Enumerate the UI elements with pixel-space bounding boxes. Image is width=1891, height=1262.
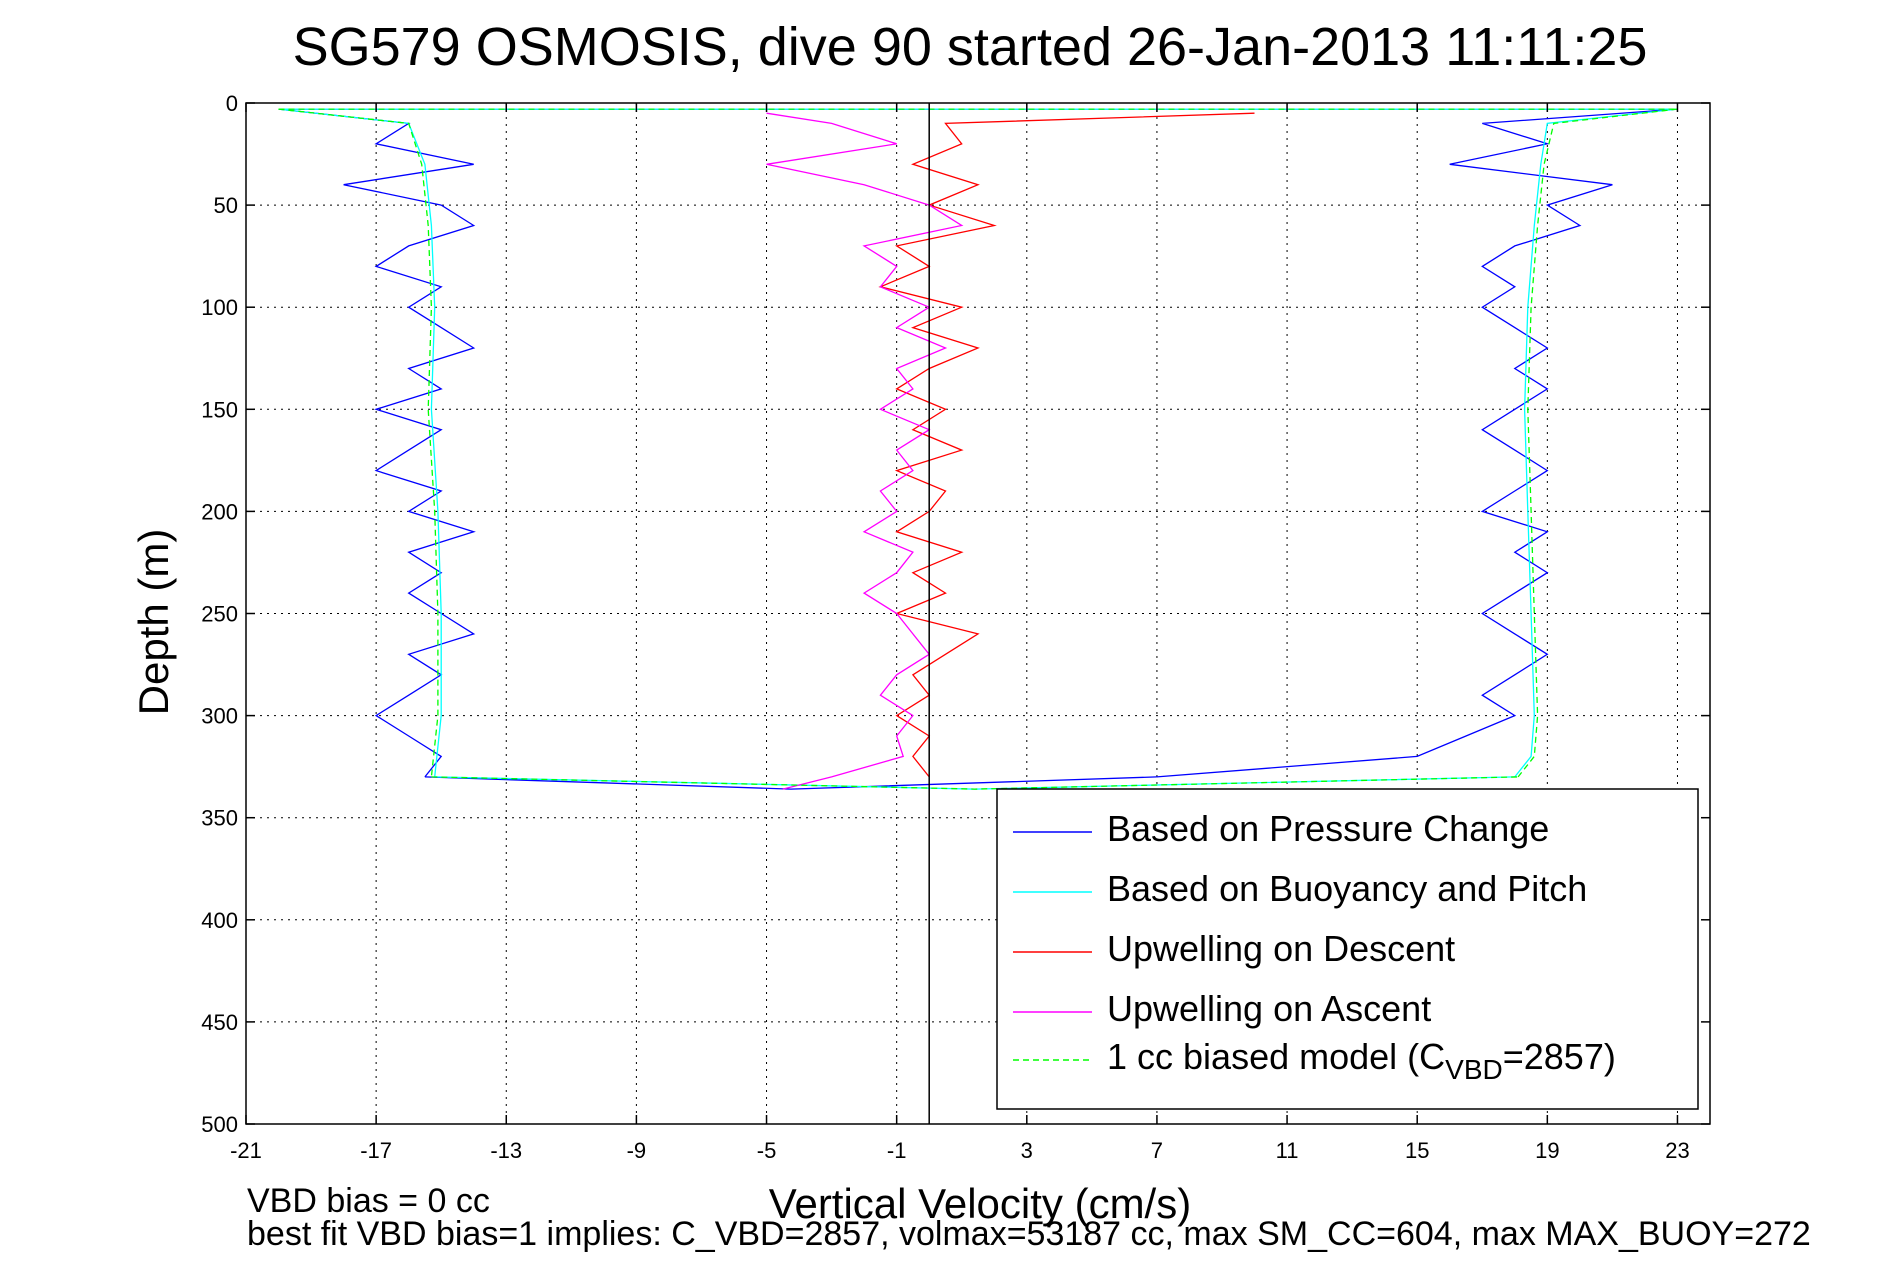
x-tick-label: -13 (490, 1138, 522, 1163)
x-tick-label: -1 (887, 1138, 907, 1163)
series-upwelling-on-ascent (766, 112, 964, 790)
legend-label-text: Upwelling on Ascent (1107, 988, 1431, 1029)
y-tick-label: 450 (201, 1010, 238, 1035)
series-based-on-pressure-change-ascent (1156, 108, 1678, 778)
y-tick-label: 500 (201, 1112, 238, 1137)
x-tick-label: 19 (1535, 1138, 1559, 1163)
footer-best-fit: best fit VBD bias=1 implies: C_VBD=2857,… (247, 1215, 1811, 1253)
legend-label-text: Based on Pressure Change (1107, 808, 1549, 849)
legend-label-text: 1 cc biased model (C (1107, 1036, 1445, 1077)
x-tick-label: 23 (1665, 1138, 1689, 1163)
y-axis-ticks: 0 50 100 150 200 250 300 350 400 450 500 (201, 91, 1710, 1137)
series-1-cc-biased-model-ascent (1517, 108, 1678, 778)
legend-label: Based on Buoyancy and Pitch (1107, 868, 1587, 909)
series-upwelling-on-descent (878, 112, 1255, 778)
legend-label: Based on Pressure Change (1107, 808, 1549, 849)
y-tick-label: 0 (226, 91, 238, 116)
y-axis-label: Depth (m) (130, 529, 177, 716)
legend-label-suffix: =2857) (1503, 1036, 1616, 1077)
x-tick-label: 3 (1021, 1138, 1033, 1163)
y-tick-label: 250 (201, 602, 238, 627)
y-tick-label: 200 (201, 499, 238, 524)
y-tick-label: 300 (201, 704, 238, 729)
x-tick-label: 15 (1405, 1138, 1429, 1163)
legend-label: Upwelling on Descent (1107, 928, 1455, 969)
legend-label-text: Based on Buoyancy and Pitch (1107, 868, 1587, 909)
x-tick-label: -17 (360, 1138, 392, 1163)
legend-label: 1 cc biased model (CVBD=2857) (1107, 1036, 1616, 1085)
y-tick-label: 350 (201, 806, 238, 831)
y-tick-label: 50 (214, 193, 238, 218)
x-tick-label: -21 (230, 1138, 262, 1163)
series-based-on-pressure-change-descent (278, 108, 476, 778)
series-based-on-buoyancy-and-pitch-descent (278, 108, 442, 777)
x-axis-ticks: -21 -17 -13 -9 -5 -1 3 7 11 15 19 23 (230, 103, 1690, 1163)
legend-label-text: Upwelling on Descent (1107, 928, 1455, 969)
y-tick-label: 400 (201, 908, 238, 933)
x-tick-label: 7 (1151, 1138, 1163, 1163)
series-1-cc-biased-model-descent (278, 108, 439, 777)
y-tick-label: 100 (201, 295, 238, 320)
series-group (278, 108, 1678, 790)
x-tick-label: -5 (757, 1138, 777, 1163)
legend-label: Upwelling on Ascent (1107, 988, 1431, 1029)
series-based-on-pressure-change-turnaround (424, 776, 1157, 790)
series-1-cc-biased-model-turnaround (431, 776, 1519, 790)
legend-box (996, 788, 1699, 1110)
legend-label-subscript: VBD (1445, 1054, 1503, 1085)
legend: Based on Pressure Change Based on Buoyanc… (996, 788, 1699, 1110)
footer-vbd-bias: VBD bias = 0 cc (247, 1182, 490, 1220)
y-tick-label: 150 (201, 397, 238, 422)
series-based-on-buoyancy-and-pitch-ascent (1514, 108, 1678, 778)
chart-title: SG579 OSMOSIS, dive 90 started 26-Jan-20… (293, 17, 1648, 77)
x-tick-label: -9 (627, 1138, 647, 1163)
x-axis-label: Vertical Velocity (cm/s) (769, 1180, 1191, 1227)
x-tick-label: 11 (1276, 1138, 1299, 1163)
